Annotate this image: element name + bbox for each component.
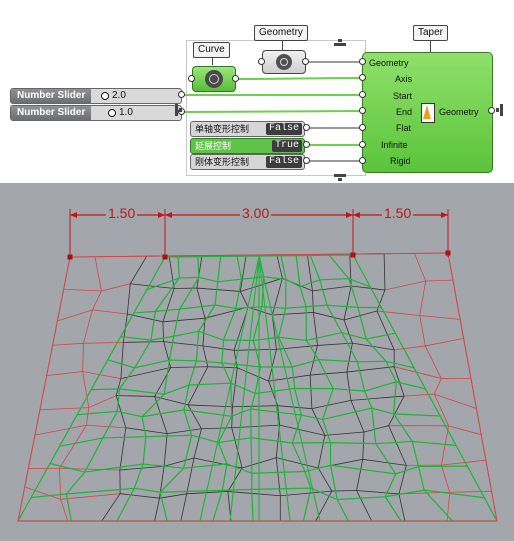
slider-value: 2.0 xyxy=(112,90,126,101)
zoom-marker-left[interactable] xyxy=(175,104,183,116)
zoom-marker-bottom[interactable] xyxy=(334,174,346,182)
curve-param[interactable] xyxy=(192,66,236,92)
geometry-icon xyxy=(276,54,292,70)
curve-icon xyxy=(205,70,223,88)
dimension-label-left: 1.50 xyxy=(106,205,138,221)
taper-grip-flat[interactable] xyxy=(359,124,366,131)
grasshopper-canvas[interactable]: Geometry Curve Number Slider 2.0 Number … xyxy=(0,0,514,183)
toggle3-output-grip[interactable] xyxy=(303,157,310,164)
taper-output-grip[interactable] xyxy=(488,107,495,114)
slider-label: Number Slider xyxy=(11,106,92,120)
taper-grip-rigid[interactable] xyxy=(359,157,366,164)
taper-input-infinite: Infinite xyxy=(381,140,408,150)
curve-input-grip[interactable] xyxy=(188,75,195,82)
geometry-input-grip[interactable] xyxy=(258,58,265,65)
slider-handle[interactable] xyxy=(108,109,116,117)
slider1-output-grip[interactable] xyxy=(178,91,185,98)
taper-input-axis: Axis xyxy=(395,74,413,84)
toggle-label: 延展控制 xyxy=(195,141,232,151)
taper-grip-infinite[interactable] xyxy=(359,141,366,148)
number-slider-2[interactable]: Number Slider 1.0 xyxy=(10,105,182,121)
taper-tag: Taper xyxy=(413,25,449,41)
wires-layer xyxy=(182,61,363,162)
geometry-tag: Geometry xyxy=(254,25,308,41)
taper-input-rigid: Rigid xyxy=(390,156,411,166)
voronoi-mesh xyxy=(17,209,498,522)
number-slider-1[interactable]: Number Slider 2.0 xyxy=(10,88,182,104)
wire-slider2-end xyxy=(182,110,363,113)
boolean-toggle-uniaxial[interactable]: 单轴变形控制 False xyxy=(190,121,305,137)
curve-output-grip[interactable] xyxy=(232,75,239,82)
slider-label: Number Slider xyxy=(11,89,92,103)
toggle-value[interactable]: False xyxy=(265,123,302,135)
toggle1-output-grip[interactable] xyxy=(303,124,310,131)
taper-grip-end[interactable] xyxy=(359,107,366,114)
boolean-toggle-rigid[interactable]: 刚体变形控制 False xyxy=(190,154,305,170)
taper-grip-axis[interactable] xyxy=(359,74,366,81)
taper-output-geometry: Geometry xyxy=(439,107,479,117)
toggle2-output-grip[interactable] xyxy=(303,141,310,148)
geometry-param[interactable] xyxy=(262,50,306,74)
dimension-label-right: 1.50 xyxy=(382,205,414,221)
slider-value: 1.0 xyxy=(119,107,133,118)
toggle-label: 单轴变形控制 xyxy=(195,124,250,134)
wire-curve-axis xyxy=(235,77,363,80)
taper-input-end: End xyxy=(396,107,413,117)
toggle-label: 刚体变形控制 xyxy=(195,157,250,167)
zoom-marker-right[interactable] xyxy=(496,104,504,116)
rhino-viewport[interactable]: 1.50 3.00 1.50 xyxy=(0,183,514,541)
geometry-output-grip[interactable] xyxy=(302,58,309,65)
taper-icon xyxy=(421,103,435,123)
taper-input-start: Start xyxy=(393,91,413,101)
taper-input-flat: Flat xyxy=(396,123,412,133)
taper-input-geometry: Geometry xyxy=(369,58,409,68)
taper-component[interactable]: Geometry Axis Start End Flat Infinite Ri… xyxy=(362,52,493,173)
toggle-value[interactable]: False xyxy=(265,156,302,168)
curve-tag: Curve xyxy=(193,42,230,58)
taper-grip-geometry[interactable] xyxy=(359,58,366,65)
slider-handle[interactable] xyxy=(101,92,109,100)
boolean-toggle-extension[interactable]: 延展控制 True xyxy=(190,138,305,154)
toggle-value[interactable]: True xyxy=(271,140,302,152)
zoom-marker-top[interactable] xyxy=(334,39,346,47)
taper-grip-start[interactable] xyxy=(359,91,366,98)
dimension-label-middle: 3.00 xyxy=(240,205,272,221)
